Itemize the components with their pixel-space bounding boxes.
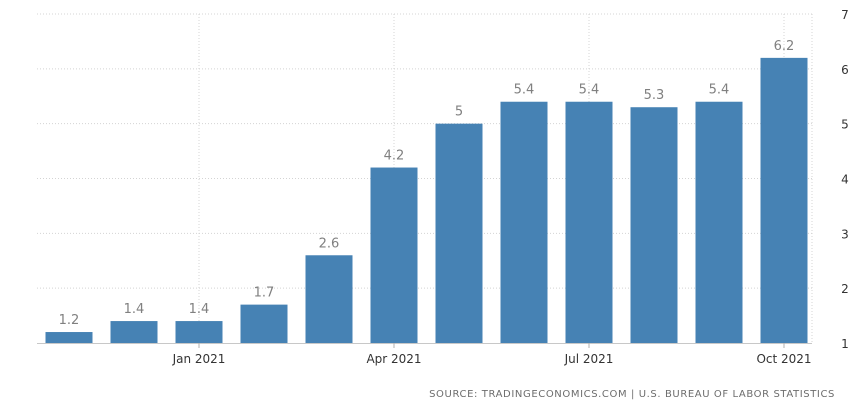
- y-tick-label: 4: [841, 173, 849, 187]
- data-label: 1.7: [254, 286, 275, 301]
- bar: [630, 107, 678, 343]
- y-tick-label: 5: [841, 118, 849, 132]
- data-label: 2.6: [319, 236, 340, 251]
- y-tick-label: 6: [841, 63, 849, 77]
- bar: [760, 57, 808, 343]
- data-label: 1.4: [189, 302, 210, 317]
- data-label: 5.3: [644, 88, 665, 103]
- x-tick-label: Jul 2021: [564, 352, 614, 366]
- bar: [435, 123, 483, 344]
- bar: [305, 255, 353, 343]
- data-label: 5: [455, 105, 463, 120]
- data-label: 1.4: [124, 302, 145, 317]
- y-tick-label: 3: [841, 227, 849, 241]
- data-label: 5.4: [709, 83, 730, 98]
- y-tick-label: 2: [841, 282, 849, 296]
- data-label: 5.4: [514, 83, 535, 98]
- data-label: 1.2: [59, 313, 80, 328]
- x-tick-label: Oct 2021: [756, 352, 811, 366]
- bar: [175, 321, 223, 343]
- bar: [695, 101, 743, 343]
- x-tick-label: Jan 2021: [172, 352, 226, 366]
- data-label: 4.2: [384, 149, 405, 164]
- data-label: 5.4: [579, 83, 600, 98]
- bar: [45, 332, 93, 343]
- data-label: 6.2: [774, 39, 795, 54]
- x-tick-label: Apr 2021: [366, 352, 421, 366]
- source-note: SOURCE: TRADINGECONOMICS.COM | U.S. BURE…: [429, 389, 835, 400]
- bar: [110, 321, 158, 343]
- y-tick-label: 1: [841, 337, 849, 351]
- bar: [565, 101, 613, 343]
- y-tick-label: 7: [841, 8, 849, 22]
- bar: [500, 101, 548, 343]
- bar: [370, 167, 418, 343]
- bar: [240, 304, 288, 343]
